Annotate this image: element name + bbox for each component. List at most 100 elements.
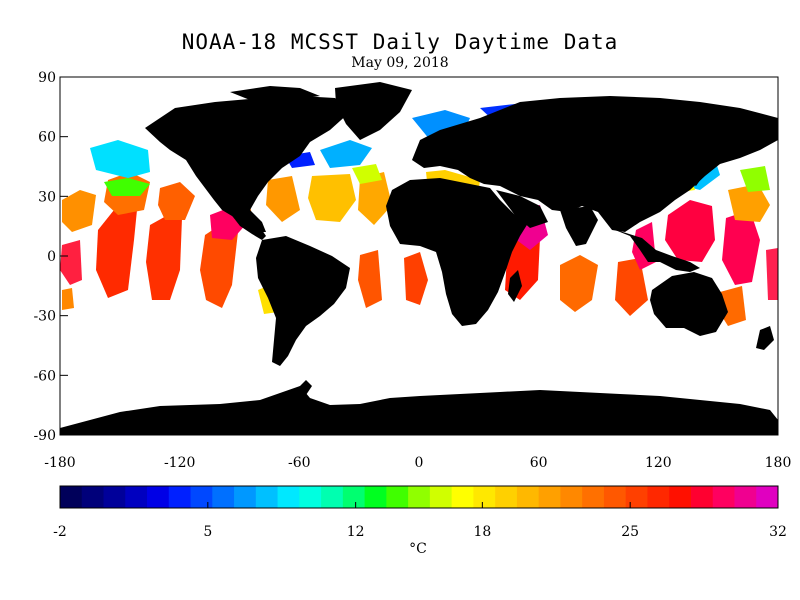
landmass-africa [386, 178, 530, 326]
sst-swath [665, 200, 715, 262]
landmass-central-america [226, 208, 266, 240]
colorbar-swatch [473, 486, 496, 508]
colorbar-swatch [342, 486, 366, 508]
lon-tick-label: -120 [164, 455, 195, 471]
lat-tick-label: -60 [33, 368, 56, 384]
lat-tick-label: 0 [47, 249, 56, 265]
colorbar-tick-label: 12 [347, 524, 365, 540]
colorbar-swatch [60, 486, 83, 508]
lon-tick-label: 180 [765, 455, 792, 471]
sst-swath [766, 248, 778, 300]
page-subtitle: May 09, 2018 [351, 55, 449, 71]
colorbar-swatch [299, 486, 322, 508]
colorbar-swatch [495, 486, 518, 508]
sst-swath [560, 255, 598, 312]
landmass-madagascar [508, 270, 522, 302]
colorbar-swatch [408, 486, 431, 508]
sst-swath [722, 210, 760, 285]
colorbar-swatch [212, 486, 235, 508]
lat-tick-label: -90 [33, 428, 56, 444]
page-title: NOAA-18 MCSST Daily Daytime Data [181, 30, 619, 54]
colorbar-tick-label: 5 [203, 524, 212, 540]
colorbar-swatch [429, 486, 453, 508]
landmass-japan [688, 160, 706, 186]
sst-swath [308, 174, 356, 222]
colorbar-swatch [125, 486, 148, 508]
colorbar-swatch [516, 486, 540, 508]
sst-swath [96, 200, 138, 298]
colorbar-swatch [321, 486, 344, 508]
landmass-india [560, 206, 598, 246]
colorbar-swatch [168, 486, 192, 508]
colorbar-swatch [625, 486, 648, 508]
sst-swath [358, 172, 392, 225]
sst-swath [158, 182, 195, 220]
landmass-arabia [496, 190, 548, 228]
colorbar-swatch [538, 486, 561, 508]
colorbar-swatch [647, 486, 670, 508]
colorbar-axis: -2 5 12 18 25 32 [53, 502, 787, 540]
colorbar-swatch [582, 486, 605, 508]
colorbar-swatch [147, 486, 170, 508]
lat-tick-label: 30 [38, 189, 56, 205]
lon-tick-label: 60 [530, 455, 548, 471]
landmass-north-america [145, 96, 350, 232]
sst-swath [90, 140, 150, 178]
colorbar-tick-label: 25 [621, 524, 639, 540]
colorbar-tick-label: -2 [53, 524, 67, 540]
landmass-eurasia [412, 96, 778, 232]
landmass-antarctica [60, 386, 778, 435]
colorbar-swatch [603, 486, 627, 508]
colorbar-swatch [756, 486, 779, 508]
colorbar-swatch [560, 486, 583, 508]
latitude-axis: 90 60 30 0 -30 -60 -90 [33, 70, 68, 444]
colorbar-swatch [234, 486, 257, 508]
sst-swath [60, 240, 82, 285]
sst-swath [62, 288, 74, 310]
sst-swath [146, 215, 182, 300]
colorbar-swatch [81, 486, 105, 508]
colorbar-swatch [277, 486, 300, 508]
colorbar [60, 486, 779, 508]
landmass-arctic-islands [230, 86, 320, 100]
colorbar-swatch [669, 486, 692, 508]
sst-swath [728, 184, 770, 222]
colorbar-tick-label: 18 [473, 524, 491, 540]
colorbar-swatch [103, 486, 126, 508]
colorbar-swatch [451, 486, 474, 508]
sst-swath [358, 250, 382, 308]
colorbar-swatch [712, 486, 735, 508]
sst-swath [352, 164, 382, 184]
landmass-new-zealand [756, 326, 774, 350]
landmass-australia [650, 272, 728, 336]
colorbar-tick-label: 32 [769, 524, 787, 540]
colorbar-swatch [255, 486, 279, 508]
longitude-axis: -180 -120 -60 0 60 120 180 [44, 427, 791, 471]
colorbar-swatch [364, 486, 387, 508]
colorbar-frame [59, 485, 779, 509]
sst-swath [615, 258, 648, 316]
landmass-greenland [335, 82, 412, 140]
landmass-southeast-asia [610, 228, 700, 272]
sst-swath [104, 178, 150, 196]
landmass-south-america [256, 236, 350, 366]
sst-swath [320, 140, 372, 168]
land-masses [60, 82, 778, 435]
sst-swath [62, 190, 96, 232]
lon-tick-label: -180 [44, 455, 75, 471]
lat-tick-label: 60 [38, 130, 56, 146]
colorbar-swatch [734, 486, 757, 508]
lat-tick-label: -30 [33, 309, 56, 325]
lat-tick-label: 90 [38, 70, 56, 86]
sst-swath [404, 252, 428, 305]
lon-tick-label: 0 [415, 455, 424, 471]
sst-swath [266, 176, 300, 222]
sst-swath [740, 166, 770, 192]
lon-tick-label: -60 [288, 455, 311, 471]
colorbar-swatch [690, 486, 714, 508]
colorbar-unit-label: °C [409, 541, 427, 557]
colorbar-swatch [190, 486, 213, 508]
landmass-antarctic-peninsula [292, 380, 312, 400]
colorbar-swatch [386, 486, 409, 508]
